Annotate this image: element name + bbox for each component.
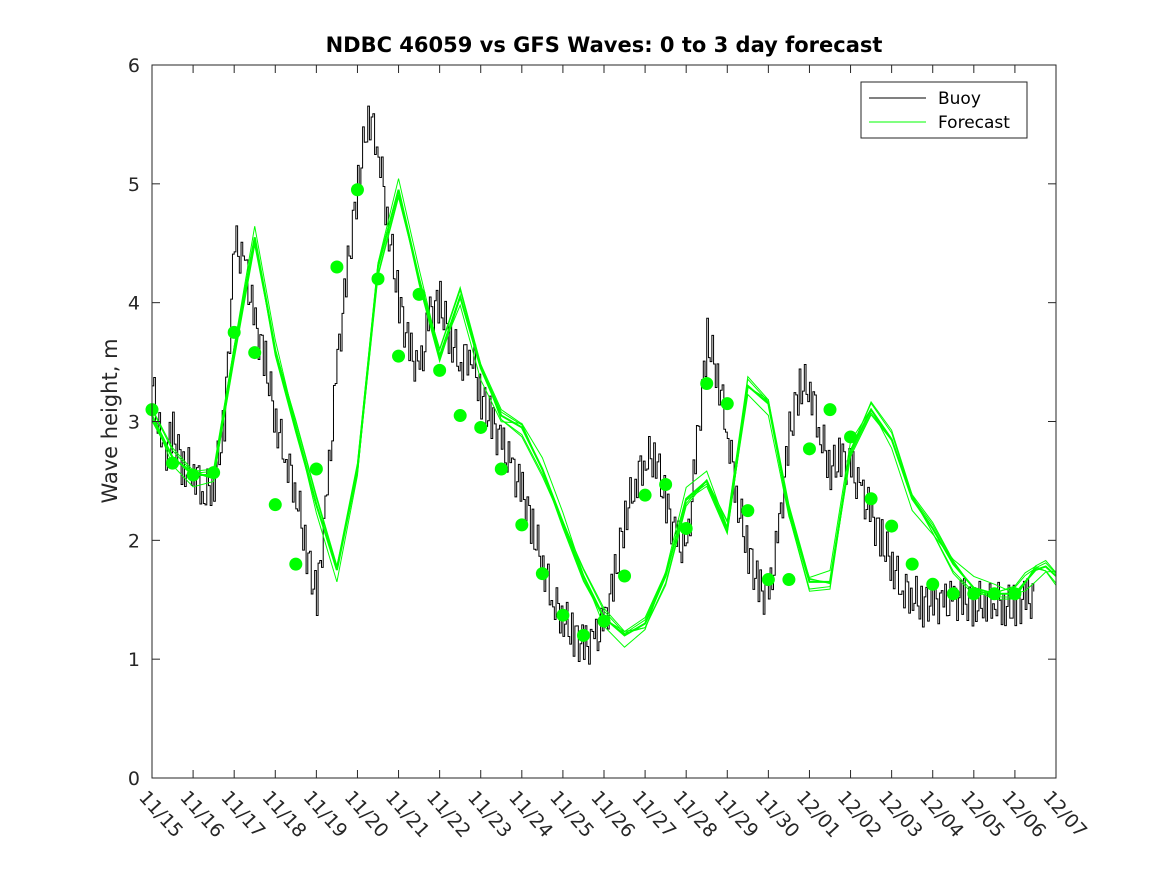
- x-tick-label: 11/17: [216, 787, 269, 842]
- forecast-marker: [597, 614, 611, 628]
- y-axis: 0 1 2 3 4 5 6: [128, 55, 1056, 790]
- forecast-marker: [679, 521, 693, 535]
- x-tick-label: 11/20: [340, 787, 393, 842]
- forecast-marker: [946, 587, 960, 601]
- y-tick-label: 2: [128, 530, 140, 552]
- forecast-series-line: [151, 189, 1057, 637]
- forecast-marker: [166, 456, 180, 470]
- x-tick-label: 11/16: [175, 787, 228, 842]
- forecast-marker: [186, 468, 200, 482]
- legend-forecast-label: Forecast: [938, 113, 1010, 133]
- y-tick-label: 4: [128, 293, 140, 315]
- x-tick-label: 11/29: [710, 787, 763, 842]
- forecast-marker: [494, 462, 508, 476]
- x-tick-label: 12/04: [915, 787, 968, 842]
- forecast-series-line: [151, 191, 1057, 633]
- x-tick-label: 11/18: [258, 787, 311, 842]
- x-tick-label: 11/24: [504, 787, 557, 842]
- y-tick-label: 5: [128, 174, 140, 196]
- forecast-marker: [268, 498, 282, 512]
- forecast-marker: [535, 567, 549, 581]
- forecast-marker: [1008, 587, 1022, 601]
- forecast-marker: [802, 442, 816, 456]
- forecast-marker: [556, 608, 570, 622]
- x-tick-label: 12/07: [1038, 787, 1091, 842]
- x-axis: 11/1511/1611/1711/1811/1911/2011/2111/22…: [134, 65, 1091, 842]
- forecast-marker: [207, 466, 221, 480]
- x-tick-label: 12/05: [956, 787, 1009, 842]
- x-tick-label: 11/22: [422, 787, 475, 842]
- x-tick-label: 12/03: [874, 787, 927, 842]
- legend-buoy-label: Buoy: [938, 89, 981, 109]
- x-tick-label: 11/19: [299, 787, 352, 842]
- x-tick-label: 11/28: [668, 787, 721, 842]
- y-tick-label: 1: [128, 649, 140, 671]
- y-tick-label: 0: [128, 768, 140, 790]
- forecast-marker: [330, 260, 344, 274]
- buoy-series-line: [152, 105, 1035, 665]
- x-tick-label: 12/06: [997, 787, 1050, 842]
- x-tick-label: 11/21: [381, 787, 434, 842]
- forecast-marker: [289, 557, 303, 571]
- forecast-marker: [864, 492, 878, 506]
- forecast-marker: [576, 628, 590, 642]
- forecast-marker: [987, 587, 1001, 601]
- x-tick-label: 11/15: [134, 787, 187, 842]
- axes-box: [151, 64, 1057, 779]
- forecast-marker: [515, 518, 529, 532]
- forecast-series-line: [151, 178, 1057, 648]
- forecast-marker: [227, 325, 241, 339]
- forecast-marker: [885, 519, 899, 533]
- forecast-marker: [720, 397, 734, 411]
- legend-box: [860, 81, 1028, 139]
- forecast-marker: [248, 346, 262, 360]
- forecast-marker: [967, 587, 981, 601]
- x-tick-label: 12/02: [833, 787, 886, 842]
- forecast-marker: [659, 477, 673, 491]
- forecast-marker: [453, 409, 467, 423]
- forecast-marker: [761, 573, 775, 587]
- y-axis-label: Wave height, m: [98, 338, 122, 503]
- forecast-marker: [371, 272, 385, 286]
- forecast-series-line: [151, 189, 1057, 635]
- y-tick-label: 3: [128, 412, 140, 434]
- x-tick-label: 11/30: [751, 787, 804, 842]
- forecast-marker: [700, 376, 714, 390]
- x-tick-label: 12/01: [792, 787, 845, 842]
- forecast-marker: [823, 403, 837, 417]
- forecast-marker: [309, 462, 323, 476]
- x-tick-label: 11/27: [627, 787, 680, 842]
- forecast-series-line: [151, 197, 1057, 632]
- forecast-series-line: [151, 194, 1057, 634]
- forecast-marker: [618, 569, 632, 583]
- forecast-marker: [638, 488, 652, 502]
- forecast-marker: [741, 504, 755, 518]
- forecast-marker: [926, 577, 940, 591]
- chart-title: NDBC 46059 vs GFS Waves: 0 to 3 day fore…: [326, 33, 883, 57]
- x-tick-label: 11/23: [463, 787, 516, 842]
- plot-marks: [145, 105, 1057, 665]
- forecast-marker: [474, 420, 488, 434]
- forecast-marker: [905, 557, 919, 571]
- x-tick-label: 11/25: [545, 787, 598, 842]
- forecast-marker: [350, 183, 364, 197]
- x-tick-label: 11/26: [586, 787, 639, 842]
- y-tick-label: 6: [128, 55, 140, 77]
- legend: Buoy Forecast: [860, 81, 1028, 139]
- forecast-marker: [412, 287, 426, 301]
- forecast-marker: [844, 430, 858, 444]
- forecast-marker: [392, 349, 406, 363]
- forecast-marker: [782, 573, 796, 587]
- forecast-marker: [433, 363, 447, 377]
